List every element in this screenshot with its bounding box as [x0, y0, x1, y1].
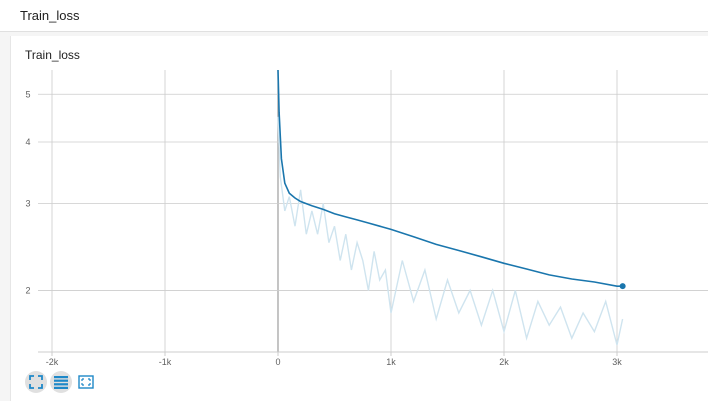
chart-card: Train_loss [10, 36, 708, 401]
y-tick-label: 2 [25, 285, 30, 295]
y-tick-label: 3 [25, 199, 30, 209]
fit-domain-icon [29, 375, 43, 389]
fit-domain-button[interactable] [25, 371, 47, 393]
run-header: Train_loss [0, 0, 708, 32]
expand-chart-icon [78, 375, 94, 389]
chart-toolbar [25, 371, 97, 393]
last-point-marker[interactable] [619, 283, 626, 290]
y-tick-label: 4 [25, 137, 30, 147]
toggle-log-scale-button[interactable] [50, 371, 72, 393]
toggle-log-scale-icon [54, 376, 68, 389]
smoothed-loss-line [277, 69, 623, 287]
x-tick-label: -2k [46, 357, 59, 367]
x-tick-label: -1k [159, 357, 172, 367]
x-tick-label: 0 [275, 357, 280, 367]
run-header-title: Train_loss [20, 8, 80, 23]
x-tick-label: 1k [386, 357, 396, 367]
x-tick-label: 3k [612, 357, 622, 367]
raw-loss-line [277, 116, 624, 346]
expand-chart-button[interactable] [75, 371, 97, 393]
x-tick-label: 2k [499, 357, 509, 367]
y-tick-label: 5 [25, 89, 30, 99]
chart-title: Train_loss [25, 48, 80, 62]
